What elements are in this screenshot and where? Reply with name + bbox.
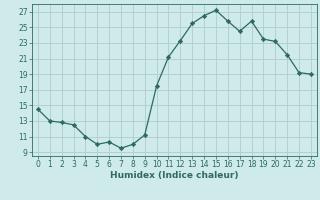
X-axis label: Humidex (Indice chaleur): Humidex (Indice chaleur) xyxy=(110,171,239,180)
